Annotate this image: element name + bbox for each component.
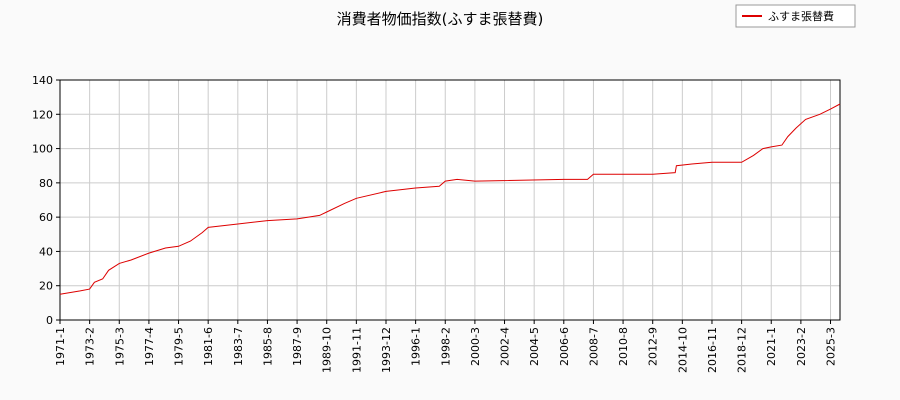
x-tick-label: 2025-3 <box>825 327 838 366</box>
x-tick-label: 1998-2 <box>439 327 452 366</box>
y-tick-label: 100 <box>32 143 53 156</box>
x-tick-label: 1996-1 <box>410 327 423 366</box>
x-tick-label: 2010-8 <box>617 327 630 366</box>
x-tick-label: 1985-8 <box>261 327 274 366</box>
x-tick-label: 2006-6 <box>558 327 571 366</box>
y-tick-label: 80 <box>39 177 53 190</box>
x-tick-label: 2012-9 <box>647 327 660 366</box>
y-tick-label: 60 <box>39 211 53 224</box>
x-tick-label: 1977-4 <box>143 327 156 366</box>
x-tick-label: 2021-1 <box>765 327 778 366</box>
x-tick-label: 2000-3 <box>469 327 482 366</box>
x-tick-label: 1975-3 <box>113 327 126 366</box>
x-tick-label: 2018-12 <box>736 327 749 373</box>
x-tick-label: 1971-1 <box>54 327 67 366</box>
x-tick-label: 1983-7 <box>232 327 245 366</box>
plot-area <box>60 80 840 320</box>
data-line <box>59 103 841 295</box>
y-tick-label: 140 <box>32 74 53 87</box>
y-tick-label: 120 <box>32 108 53 121</box>
chart-title: 消費者物価指数(ふすま張替費) <box>337 10 544 28</box>
y-tick-label: 20 <box>39 280 53 293</box>
x-tick-label: 2014-10 <box>676 327 689 373</box>
y-tick-label: 40 <box>39 245 53 258</box>
x-tick-label: 2016-11 <box>706 327 719 373</box>
x-tick-label: 1981-6 <box>202 327 215 366</box>
legend-label: ふすま張替費 <box>768 9 834 23</box>
plot-border <box>59 79 841 321</box>
x-tick-label: 2008-7 <box>587 327 600 366</box>
legend-box <box>735 4 856 28</box>
x-tick-label: 2002-4 <box>499 327 512 366</box>
x-tick-label: 1993-12 <box>380 327 393 373</box>
x-tick-label: 1979-5 <box>173 327 186 366</box>
x-tick-label: 1987-9 <box>291 327 304 366</box>
x-tick-label: 1989-10 <box>321 327 334 373</box>
x-tick-label: 1991-11 <box>350 327 363 373</box>
x-tick-label: 2004-5 <box>528 327 541 366</box>
y-tick-label: 0 <box>46 314 53 327</box>
x-tick-label: 2023-2 <box>795 327 808 366</box>
x-tick-label: 1973-2 <box>84 327 97 366</box>
